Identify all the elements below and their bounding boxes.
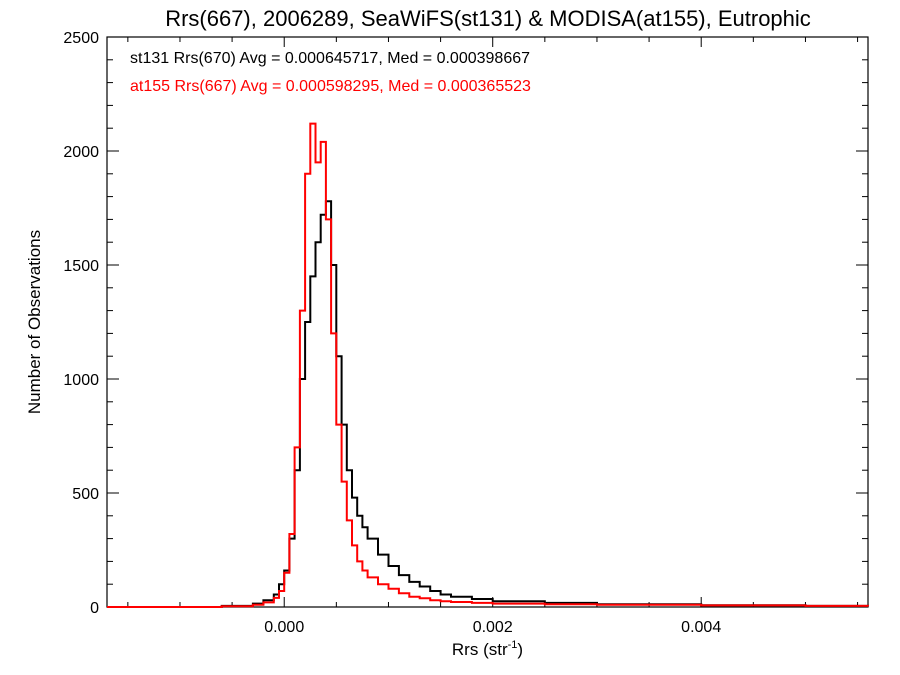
x-axis: 0.000 0.002 0.004 xyxy=(127,37,859,636)
y-axis-label: Number of Observations xyxy=(25,230,44,414)
y-axis: 0 500 1000 1500 2000 2500 xyxy=(63,30,868,617)
series-st131-line xyxy=(107,200,869,608)
y-tick-label: 1500 xyxy=(63,258,99,275)
series-layer xyxy=(107,122,869,608)
legend-entry-st131: st131 Rrs(670) Avg = 0.000645717, Med = … xyxy=(130,50,530,67)
chart-title: Rrs(667), 2006289, SeaWiFS(st131) & MODI… xyxy=(165,6,811,31)
y-tick-label: 500 xyxy=(72,486,99,503)
x-tick-label: 0.000 xyxy=(264,619,304,636)
legend-entry-at155: at155 Rrs(667) Avg = 0.000598295, Med = … xyxy=(130,78,531,95)
y-tick-label: 2500 xyxy=(63,30,99,47)
y-tick-label: 2000 xyxy=(63,144,99,161)
x-tick-label: 0.002 xyxy=(473,619,513,636)
legend: st131 Rrs(670) Avg = 0.000645717, Med = … xyxy=(130,50,531,95)
x-tick-label: 0.004 xyxy=(681,619,721,636)
plot-frame xyxy=(106,36,869,608)
series-at155-line xyxy=(107,122,869,608)
x-axis-label: Rrs (str-1) xyxy=(452,639,523,659)
plot-border xyxy=(106,36,869,608)
y-tick-label: 0 xyxy=(90,600,99,617)
y-tick-label: 1000 xyxy=(63,372,99,389)
